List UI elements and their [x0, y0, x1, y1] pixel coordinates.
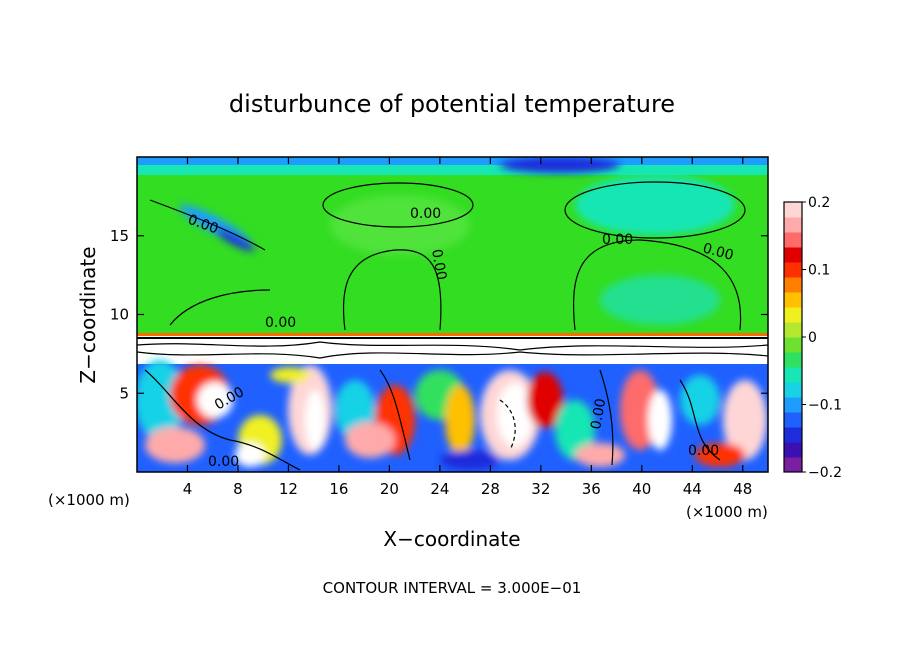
x-tick-label: 36	[582, 480, 601, 498]
contour-line	[379, 369, 411, 461]
y-axis: 5 10 15	[110, 227, 768, 402]
contour-label: 0.00	[588, 397, 609, 430]
transition-band	[137, 333, 768, 336]
x-unit-label-right: (×1000 m)	[686, 503, 768, 521]
lower-cell	[648, 390, 672, 450]
contour-interval-note: CONTOUR INTERVAL = 3.000E−01	[323, 579, 582, 597]
lower-cell	[440, 450, 500, 470]
x-tick-label: 24	[430, 480, 449, 498]
contour-line	[572, 239, 742, 331]
top-band-inner	[137, 165, 768, 175]
x-tick-label: 32	[531, 480, 550, 498]
colorbar-swatch	[784, 427, 802, 443]
y-tick-label: 5	[119, 384, 129, 402]
lower-cell	[345, 422, 395, 458]
transition-band	[137, 336, 768, 364]
colorbar: 0.2 0.1 0 −0.1 −0.2	[783, 195, 842, 481]
colorbar-swatch	[784, 337, 802, 353]
colorbar-swatch	[784, 307, 802, 323]
colorbar-swatch	[784, 232, 802, 248]
lower-cell	[270, 367, 310, 383]
lower-cell	[197, 382, 233, 418]
upper-cell	[600, 275, 720, 325]
colorbar-swatch	[784, 367, 802, 383]
colorbar-swatch	[784, 262, 802, 278]
contour-label: 0.00	[688, 443, 719, 459]
colorbar-tick-label: 0	[808, 330, 817, 346]
lower-cell	[445, 385, 475, 455]
x-tick-label: 28	[481, 480, 500, 498]
colorbar-swatch	[784, 457, 802, 473]
contour-line	[564, 181, 746, 239]
colorbar-tick-label: −0.1	[808, 398, 842, 414]
x-tick-label: 48	[733, 480, 752, 498]
contour-label: 0.00	[428, 248, 449, 281]
upper-cell	[500, 157, 620, 173]
heatmap-field: 0.00 0.00 0.00 0.00 0.00 0.00 0.00 0.00 …	[137, 157, 768, 472]
lower-cell	[145, 427, 205, 463]
contour-line	[322, 182, 474, 228]
lower-cell	[305, 390, 325, 450]
contour-lines	[137, 181, 768, 471]
contour-label: 0.00	[410, 206, 441, 222]
lower-cell	[137, 360, 185, 440]
lower-cell	[555, 400, 595, 460]
contour-label: 0.00	[602, 232, 633, 248]
colorbar-swatch	[784, 322, 802, 338]
contour-line	[342, 249, 442, 331]
contour-label: 0.00	[265, 315, 296, 331]
x-tick-label: 40	[632, 480, 651, 498]
upper-cell	[215, 228, 255, 252]
contour-label: 0.00	[208, 454, 239, 470]
colorbar-swatch	[784, 217, 802, 233]
contour-line	[137, 351, 768, 359]
contour-line	[169, 289, 271, 326]
colorbar-swatch	[784, 352, 802, 368]
colorbar-tick-label: 0.2	[808, 195, 830, 211]
x-tick-label: 16	[329, 480, 348, 498]
lower-cell	[527, 372, 563, 428]
x-unit-label: (×1000 m)	[48, 491, 130, 509]
contour-line	[149, 199, 266, 251]
colorbar-tick-label: 0.1	[808, 263, 830, 279]
lower-cell	[497, 383, 533, 447]
x-axis: 4 8 12 16 20 24 28 32 36 40 44 48	[183, 157, 752, 498]
x-tick-label: 8	[233, 480, 243, 498]
colorbar-swatch	[784, 442, 802, 458]
lower-cell	[680, 375, 720, 425]
contour-line	[499, 399, 516, 451]
colorbar-swatch	[784, 412, 802, 428]
x-tick-label: 4	[183, 480, 193, 498]
x-tick-label: 12	[279, 480, 298, 498]
colorbar-swatch	[784, 202, 802, 218]
contour-line	[144, 369, 301, 471]
x-axis-label: X−coordinate	[383, 527, 520, 551]
x-tick-label: 44	[683, 480, 702, 498]
contour-line	[599, 369, 614, 466]
contour-label: 0.00	[701, 240, 735, 264]
contour-line	[679, 379, 721, 461]
contour-labels: 0.00 0.00 0.00 0.00 0.00 0.00 0.00 0.00 …	[186, 206, 736, 470]
colorbar-swatch	[784, 247, 802, 263]
chart-title: disturbunce of potential temperature	[229, 90, 675, 118]
lower-cell	[723, 380, 767, 460]
y-axis-label: Z−coordinate	[76, 246, 100, 383]
colorbar-swatch	[784, 397, 802, 413]
y-tick-label: 15	[110, 227, 129, 245]
top-band	[137, 157, 768, 165]
contour-line	[137, 341, 768, 351]
colorbar-tick-label: −0.2	[808, 465, 842, 481]
colorbar-swatch	[784, 277, 802, 293]
upper-cell	[575, 175, 735, 235]
upper-cell	[330, 195, 470, 255]
y-tick-label: 10	[110, 306, 129, 324]
lower-cell	[575, 443, 625, 467]
lower-cell	[235, 443, 265, 467]
colorbar-swatch	[784, 292, 802, 308]
colorbar-swatch	[784, 382, 802, 398]
x-tick-label: 20	[380, 480, 399, 498]
